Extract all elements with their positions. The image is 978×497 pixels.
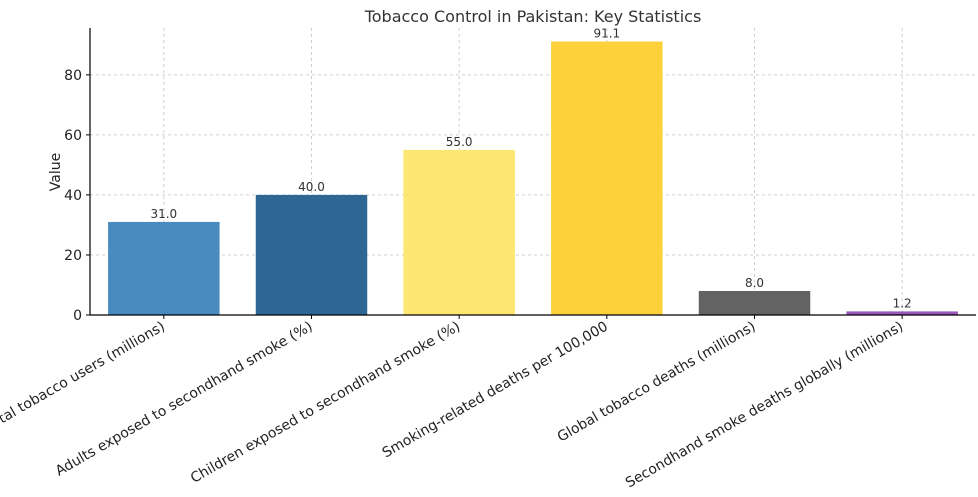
bar-value-label: 31.0 [150, 207, 177, 221]
y-tick-label: 40 [64, 188, 82, 204]
bar-value-label: 1.2 [893, 296, 912, 310]
bar-value-label: 55.0 [446, 135, 473, 149]
y-tick-label: 20 [64, 248, 82, 264]
bars-layer [108, 41, 958, 316]
y-axis-label: Value [48, 153, 64, 191]
bar-value-label: 8.0 [745, 276, 764, 290]
bar-value-label: 91.1 [593, 27, 620, 41]
bar-value-label: 40.0 [298, 180, 325, 194]
bar [255, 194, 368, 315]
x-category-label: Smoking-related deaths per 100,000 [380, 319, 611, 462]
bar [551, 41, 663, 316]
bar [108, 221, 220, 315]
x-category-label: Children exposed to secondhand smoke (%) [188, 319, 463, 487]
bar [846, 311, 958, 315]
bar [698, 290, 811, 315]
y-tick-label: 80 [64, 68, 82, 84]
data-labels-layer: 31.0 40.0 55.0 91.1 8.0 1.2 [150, 27, 911, 311]
y-tick-label: 0 [73, 308, 82, 324]
grid-layer [90, 28, 976, 315]
x-category-label: Adults exposed to secondhand smoke (%) [53, 319, 316, 480]
x-category-label: Secondhand smoke deaths globally (millio… [623, 319, 906, 492]
chart-title: Tobacco Control in Pakistan: Key Statist… [364, 7, 702, 26]
bar [403, 149, 515, 315]
y-tick-label: 60 [64, 128, 82, 144]
